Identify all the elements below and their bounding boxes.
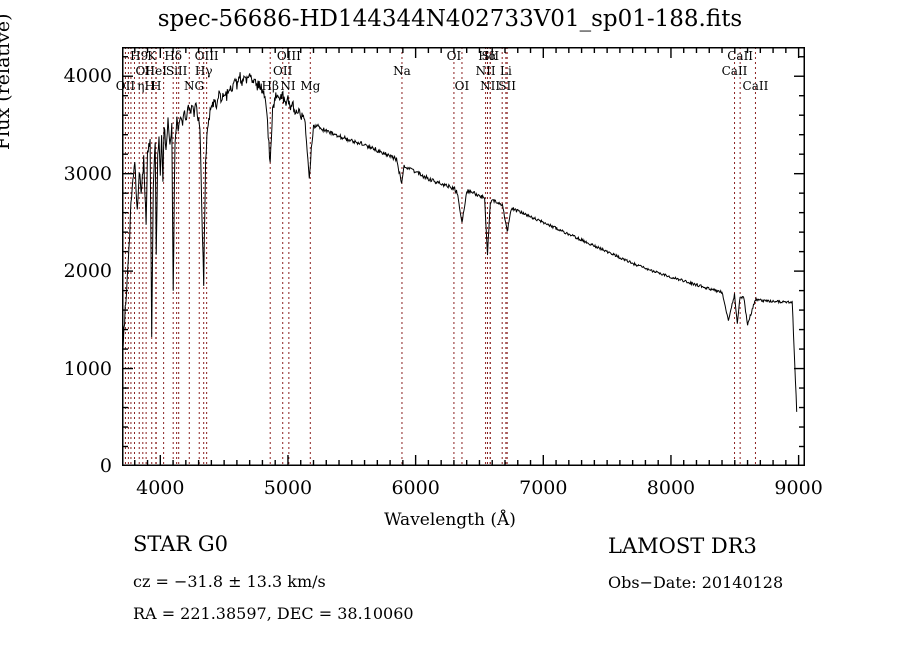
spectral-line-label: ηH [137, 79, 155, 93]
spectral-line-label: G [194, 79, 205, 93]
spectral-line-label: CaII [742, 79, 769, 93]
coordinates-text: RA = 221.38597, DEC = 38.10060 [133, 604, 414, 623]
plot-area [122, 47, 805, 466]
x-tick-label: 6000 [391, 477, 440, 499]
spectral-line-label: Hα [478, 49, 497, 63]
spectral-line-label: OIII [194, 49, 219, 63]
x-tick-label: 8000 [646, 477, 696, 499]
x-axis-label: Wavelength (Å) [384, 510, 516, 530]
spectral-line-label: OI [446, 49, 462, 63]
spectral-line-label: OII [273, 64, 293, 78]
spectral-line-label: Hβ [261, 79, 279, 93]
spectrum-plot [122, 47, 805, 466]
x-tick-label: 9000 [774, 477, 823, 499]
spectral-line-label: SiII [165, 64, 188, 78]
spectral-line-label: K [147, 49, 157, 63]
spectral-line-label: OI [454, 79, 470, 93]
spectral-line-label: NI [280, 79, 296, 93]
obs-date-text: Obs−Date: 20140128 [608, 573, 784, 592]
spectral-line-label: CaII [727, 49, 754, 63]
spectral-line-label: NII [480, 79, 501, 93]
spectral-line-label: OII [115, 79, 136, 93]
y-tick-label: 2000 [63, 260, 112, 283]
y-tick-label: 4000 [63, 65, 112, 88]
page-title: spec-56686-HD144344N402733V01_sp01-188.f… [157, 6, 743, 32]
spectral-line-label: H [150, 79, 162, 93]
spectral-line-label: Li [499, 64, 512, 78]
spectral-line-label: NII [475, 64, 496, 78]
spectral-line-label: Mg [300, 79, 321, 93]
y-tick-label: 0 [99, 455, 112, 477]
spectral-line-label: SII [481, 49, 500, 63]
x-tick-label: 4000 [136, 477, 185, 499]
radial-velocity-text: cz = −31.8 ± 13.3 km/s [133, 572, 326, 591]
x-tick-label: 5000 [263, 477, 313, 499]
spectrum-trace [122, 72, 798, 412]
spectral-line-label: Hδ [164, 49, 183, 63]
spectral-line-label: H9 [130, 49, 149, 63]
spectral-line-label: CaII [721, 64, 748, 78]
plot-frame [122, 47, 805, 466]
spectral-line-label: SII [498, 79, 517, 93]
spectral-line-label: N [184, 79, 195, 93]
survey-text: LAMOST DR3 [608, 534, 757, 558]
spectral-line-label: Na [393, 64, 411, 78]
x-tick-label: 7000 [519, 477, 568, 499]
spectral-line-label: HeI [144, 64, 167, 78]
object-type-text: STAR G0 [133, 532, 229, 556]
y-axis-label: Flux (relative) [0, 13, 14, 151]
spectral-line-label: OI [135, 64, 151, 78]
y-tick-label: 1000 [63, 357, 112, 380]
spectral-line-label: OIII [276, 49, 301, 63]
y-tick-label: 3000 [63, 162, 112, 185]
spectral-line-label: Hγ [194, 64, 213, 78]
